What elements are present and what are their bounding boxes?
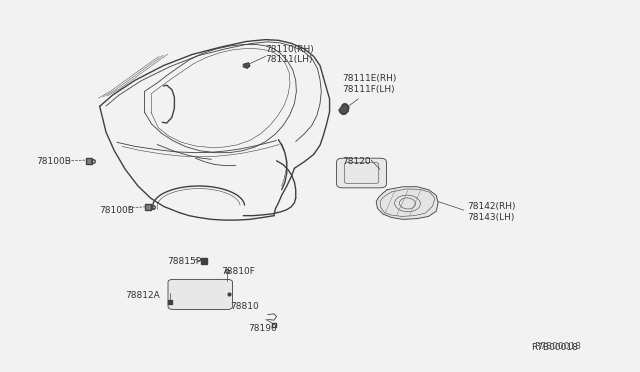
Text: 78120: 78120 (342, 157, 371, 166)
Text: 78100B: 78100B (100, 206, 134, 215)
Polygon shape (339, 104, 349, 115)
Polygon shape (243, 63, 250, 68)
Text: 78111E(RH)
78111F(LH): 78111E(RH) 78111F(LH) (342, 74, 397, 94)
Text: 78815P: 78815P (167, 257, 201, 266)
Text: 78100B: 78100B (36, 157, 70, 166)
Text: 78110(RH)
78111(LH): 78110(RH) 78111(LH) (266, 45, 314, 64)
Text: 78810F: 78810F (221, 267, 255, 276)
Text: 78812A: 78812A (125, 291, 160, 300)
FancyBboxPatch shape (168, 279, 232, 310)
FancyBboxPatch shape (337, 158, 387, 188)
Text: R7B00018: R7B00018 (534, 341, 581, 350)
Text: 78190: 78190 (248, 324, 277, 333)
Polygon shape (376, 187, 438, 219)
Text: R7B00018: R7B00018 (531, 343, 578, 352)
Text: 78810: 78810 (230, 302, 259, 311)
Text: 78142(RH)
78143(LH): 78142(RH) 78143(LH) (467, 202, 515, 222)
